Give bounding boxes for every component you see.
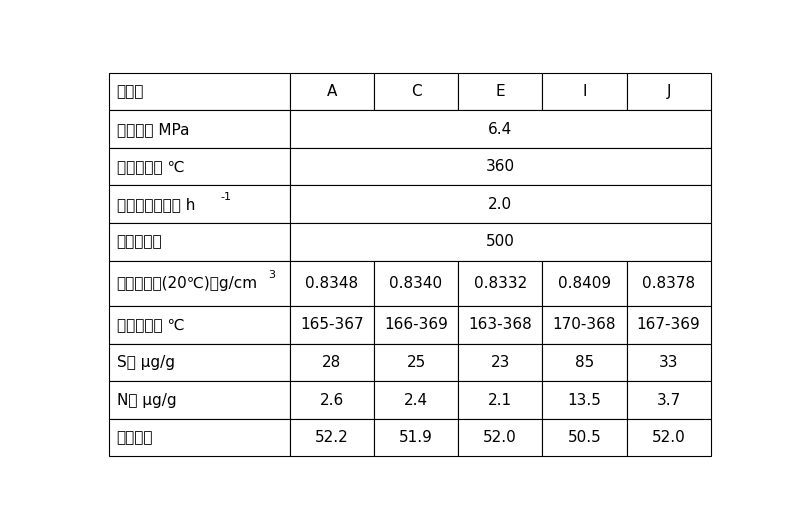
Text: 十六烷値: 十六烷値 [117, 430, 154, 445]
Bar [110, 419, 290, 456]
Text: 28: 28 [322, 355, 342, 370]
Text: I: I [582, 84, 586, 99]
Text: -1: -1 [221, 192, 232, 202]
Bar [110, 111, 290, 148]
Text: C: C [410, 84, 422, 99]
Bar [458, 381, 542, 419]
Text: 167-369: 167-369 [637, 318, 701, 333]
Text: 13.5: 13.5 [567, 392, 602, 408]
Text: 25: 25 [406, 355, 426, 370]
Text: 3.7: 3.7 [657, 392, 681, 408]
Bar [374, 344, 458, 381]
Bar [626, 260, 710, 306]
Text: 51.9: 51.9 [399, 430, 433, 445]
Text: 166-369: 166-369 [384, 318, 448, 333]
Bar [626, 306, 710, 344]
Text: 生成油密度(20℃)，g/cm: 生成油密度(20℃)，g/cm [117, 276, 258, 291]
Text: 0.8340: 0.8340 [390, 276, 442, 291]
Bar [626, 419, 710, 456]
Bar [110, 381, 290, 419]
Bar [458, 344, 542, 381]
Bar [290, 260, 374, 306]
Text: 2.1: 2.1 [488, 392, 512, 408]
Text: 液时体积空速， h: 液时体积空速， h [117, 196, 195, 212]
Bar [110, 260, 290, 306]
Bar [110, 306, 290, 344]
Bar [542, 306, 626, 344]
Bar [542, 419, 626, 456]
Text: 163-368: 163-368 [468, 318, 532, 333]
Bar [110, 344, 290, 381]
Text: 52.0: 52.0 [652, 430, 686, 445]
Bar [290, 223, 710, 260]
Text: 2.6: 2.6 [320, 392, 344, 408]
Text: 52.2: 52.2 [315, 430, 349, 445]
Bar [458, 73, 542, 111]
Bar [110, 73, 290, 111]
Text: 23: 23 [490, 355, 510, 370]
Bar [290, 148, 710, 185]
Text: J: J [666, 84, 671, 99]
Text: 0.8348: 0.8348 [306, 276, 358, 291]
Bar [542, 260, 626, 306]
Text: 3: 3 [269, 270, 276, 280]
Bar [290, 306, 374, 344]
Bar [626, 381, 710, 419]
Text: 0.8378: 0.8378 [642, 276, 695, 291]
Bar [542, 73, 626, 111]
Text: E: E [495, 84, 505, 99]
Bar [626, 73, 710, 111]
Bar [290, 419, 374, 456]
Text: N， μg/g: N， μg/g [117, 392, 176, 408]
Text: 170-368: 170-368 [553, 318, 616, 333]
Text: 2.4: 2.4 [404, 392, 428, 408]
Text: 50.5: 50.5 [567, 430, 602, 445]
Bar [110, 148, 290, 185]
Text: A: A [326, 84, 337, 99]
Bar [290, 381, 374, 419]
Bar [542, 344, 626, 381]
Bar [290, 111, 710, 148]
Bar [458, 306, 542, 344]
Text: 500: 500 [486, 234, 514, 249]
Bar [374, 73, 458, 111]
Text: 馏程范围， ℃: 馏程范围， ℃ [117, 318, 184, 333]
Text: 氢分压， MPa: 氢分压， MPa [117, 122, 190, 137]
Bar [458, 419, 542, 456]
Bar [374, 260, 458, 306]
Text: 360: 360 [486, 159, 514, 174]
Text: S， μg/g: S， μg/g [117, 355, 174, 370]
Text: 165-367: 165-367 [300, 318, 364, 333]
Bar [290, 344, 374, 381]
Bar [290, 73, 374, 111]
Bar [290, 185, 710, 223]
Bar [110, 223, 290, 260]
Text: 2.0: 2.0 [488, 196, 512, 212]
Bar [374, 381, 458, 419]
Text: 52.0: 52.0 [483, 430, 517, 445]
Text: 反应温度， ℃: 反应温度， ℃ [117, 159, 184, 174]
Bar [374, 306, 458, 344]
Text: 氢油体积比: 氢油体积比 [117, 234, 162, 249]
Text: 0.8409: 0.8409 [558, 276, 611, 291]
Bar [110, 185, 290, 223]
Bar [374, 419, 458, 456]
Bar [626, 344, 710, 381]
Text: 85: 85 [574, 355, 594, 370]
Text: 33: 33 [659, 355, 678, 370]
Bar [458, 260, 542, 306]
Text: 嵔化剂: 嵔化剂 [117, 84, 144, 99]
Bar [542, 381, 626, 419]
Text: 0.8332: 0.8332 [474, 276, 527, 291]
Text: 6.4: 6.4 [488, 122, 512, 137]
